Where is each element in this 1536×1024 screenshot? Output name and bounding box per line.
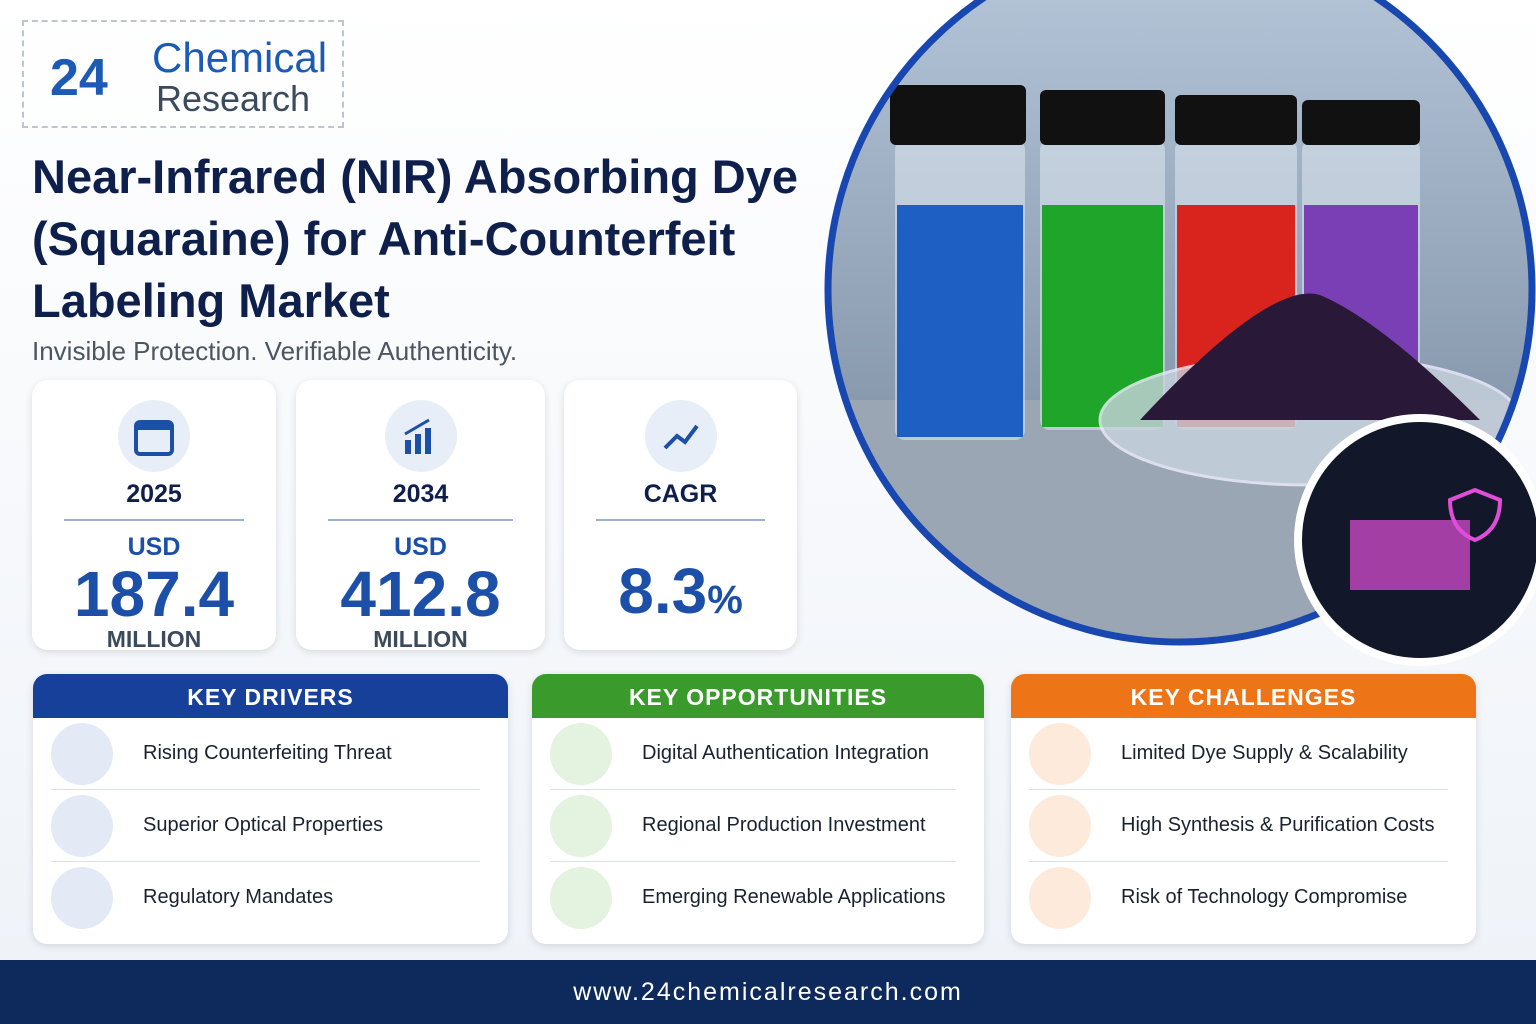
stat-card: 2034 USD 412.8 MILLION [296,380,545,652]
stat-card: 2025 USD 187.4 MILLION [32,380,276,652]
panel-item: Digital Authentication Integration [550,718,956,790]
title: Near-Infrared (NIR) Absorbing Dye (Squar… [32,150,799,327]
logo-text: Chemical [152,34,328,81]
stat-prefix: USD [127,533,181,561]
hero-image [824,0,1536,666]
item-text: Superior Optical Properties [143,814,384,836]
icon [118,400,190,472]
panel-item: Regional Production Investment [550,790,956,862]
panel: KEY DRIVERS Rising Counterfeiting Threat… [33,674,508,944]
item-text: Emerging Renewable Applications [642,886,946,908]
item-text: Risk of Technology Compromise [1121,886,1408,908]
logo: 24 Chemical Research [22,20,344,128]
panel-title: KEY OPPORTUNITIES [532,674,984,718]
stat-suffix: % [707,578,743,622]
stat-card: CAGR 8.3% [564,380,797,650]
panel: KEY CHALLENGES Limited Dye Supply & Scal… [1011,674,1476,944]
stat-label: CAGR [596,480,765,521]
stat-label: 2025 [64,480,244,521]
footer: www.24chemicalresearch.com [0,960,1536,1024]
panel-item: Superior Optical Properties [51,790,480,862]
stat-label: 2034 [328,480,513,521]
panel-item: Regulatory Mandates [51,862,480,933]
panel-title: KEY CHALLENGES [1011,674,1476,718]
panel-title: KEY DRIVERS [33,674,508,718]
stat-value: 187.4 [73,558,235,630]
item-text: Limited Dye Supply & Scalability [1121,742,1408,764]
stat-unit: MILLION [106,626,202,652]
panel-item: High Synthesis & Purification Costs [1029,790,1448,862]
stat-value: 8.3 [618,555,708,627]
logo-number: 24 [50,49,108,107]
stat-unit: MILLION [373,626,468,652]
stat-value: 412.8 [340,558,501,630]
panel-item: Limited Dye Supply & Scalability [1029,718,1448,790]
item-text: Digital Authentication Integration [642,742,929,764]
icon [384,400,457,472]
panel-item: Rising Counterfeiting Threat [51,718,480,790]
item-text: Rising Counterfeiting Threat [143,742,392,764]
panel-item: Emerging Renewable Applications [550,862,956,933]
item-text: High Synthesis & Purification Costs [1121,814,1435,836]
icon [644,400,717,472]
panel: KEY OPPORTUNITIES Digital Authentication… [532,674,984,944]
panel-item: Risk of Technology Compromise [1029,862,1448,933]
stat-prefix: USD [394,533,447,561]
logo-text: Research [156,78,311,119]
item-text: Regulatory Mandates [143,886,334,908]
subtitle: Invisible Protection. Verifiable Authent… [32,336,518,366]
item-text: Regional Production Investment [642,814,926,836]
